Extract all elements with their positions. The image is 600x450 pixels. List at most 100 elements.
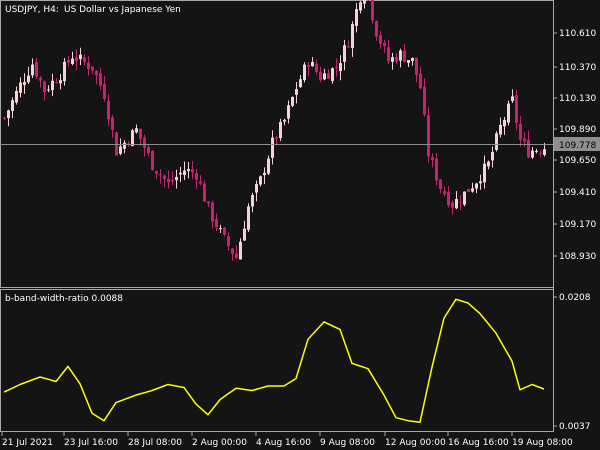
candle-body [31,64,34,76]
indicator-scale-label: 0.0037 [559,422,591,432]
candle-body [379,35,382,44]
candle-body [103,84,106,100]
candle-body [219,228,222,230]
candle-body [275,137,278,139]
candle-body [319,71,322,81]
candle-body [155,171,158,174]
candle-body [311,62,314,67]
candle-body [463,191,466,205]
candle-body [355,9,358,26]
time-label: 2 Aug 00:00 [192,438,247,448]
candle-body [203,183,206,202]
candle-body [423,86,426,115]
candle-body [3,117,6,119]
candle-body [143,137,146,148]
candle-body [347,46,350,48]
symbol-title: USDJPY, H4: [5,5,59,15]
candle-body [131,130,134,147]
candle-body [147,147,150,153]
candle-body [511,96,514,102]
candle-body [99,73,102,86]
candle-body [259,176,262,185]
symbol-description: US Dollar vs Japanese Yen [64,5,181,15]
price-label: 110.370 [559,63,596,73]
candle-body [255,184,258,193]
candle-body [431,156,434,160]
candle-body [239,241,242,260]
candle-body [483,163,486,183]
candle-body [335,67,338,69]
candle-body [35,62,38,77]
candle-body [303,64,306,81]
candle-body [535,151,538,153]
candle-body [111,117,114,130]
candle-body [79,54,82,60]
candle-body [59,80,62,84]
candle-body [323,73,326,80]
candle-body [199,181,202,184]
candle-body [187,169,190,172]
candle-body [83,57,86,63]
candle-body [215,219,218,228]
candle-body [95,70,98,76]
candle-body [51,80,54,91]
candle-body [287,105,290,119]
time-label: 12 Aug 00:00 [385,438,446,448]
time-label: 16 Aug 16:00 [448,438,509,448]
candle-body [307,65,310,67]
candle-body [491,151,494,161]
price-label: 108.930 [559,252,596,262]
candle-body [15,90,18,103]
candle-body [163,175,166,179]
candle-body [435,158,438,181]
candle-body [363,0,366,4]
candle-body [351,23,354,49]
candle-body [399,50,402,61]
candle-body [175,177,178,181]
candlestick-series [3,0,546,261]
candle-body [467,188,470,192]
candle-body [43,81,46,93]
candle-body [263,172,266,176]
candle-body [499,124,502,135]
candle-body [19,82,22,93]
candle-body [127,143,130,145]
candle-body [63,61,66,82]
price-label: 110.610 [559,29,596,39]
candle-body [503,119,506,127]
candle-body [471,188,474,192]
candle-body [507,103,510,123]
candle-body [243,228,246,241]
price-label: 109.170 [559,220,596,230]
candle-body [11,100,14,111]
candle-body [395,57,398,62]
indicator-scale-label: 0.0208 [559,293,591,303]
time-label: 9 Aug 08:00 [320,438,375,448]
candle-body [443,191,446,195]
candle-body [415,57,418,75]
candle-body [519,123,522,140]
candle-body [91,66,94,71]
candle-body [211,202,214,222]
candle-body [151,150,154,171]
candle-body [295,89,298,95]
price-scale: 110.610 110.370 110.130 109.890 109.650 … [553,29,596,262]
candle-body [543,149,546,155]
current-price-tag [554,137,600,151]
time-label: 4 Aug 16:00 [256,438,311,448]
candle-body [227,236,230,247]
candle-body [39,77,42,81]
candle-body [387,47,390,62]
price-label: 110.130 [559,94,596,104]
candle-body [455,198,458,209]
candle-body [119,146,122,154]
candle-body [515,95,518,123]
candle-body [383,42,386,46]
candle-body [195,173,198,180]
candle-body [159,174,162,176]
candle-body [191,169,194,173]
indicator-title: b-band-width-ratio 0.0088 [5,294,123,304]
candle-body [55,82,58,84]
candle-body [71,58,74,64]
